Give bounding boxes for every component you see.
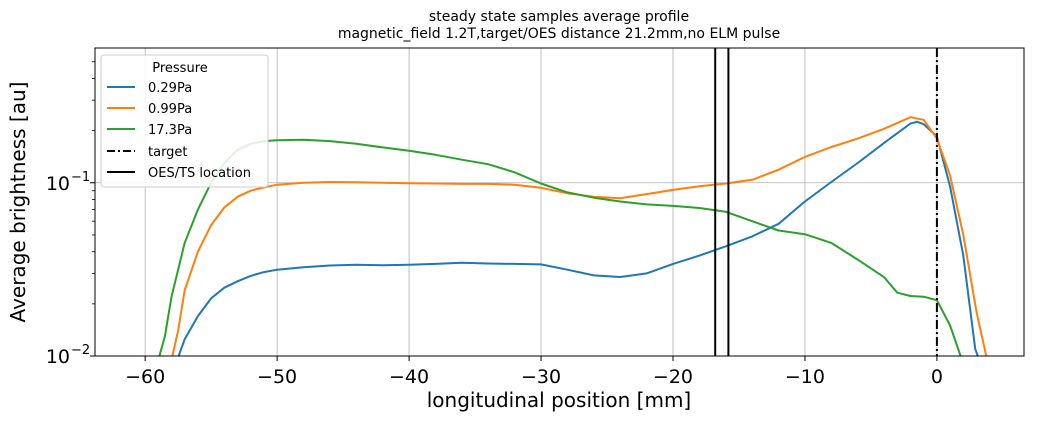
y-axis-label: Average brightness [au] [6, 82, 30, 323]
legend-title: Pressure [152, 61, 208, 76]
x-tick-label: −50 [257, 366, 297, 388]
legend-label-0.99Pa: 0.99Pa [148, 102, 192, 117]
chart-title: steady state samples average profile [429, 9, 689, 25]
plot-area [158, 48, 988, 356]
legend-label-0.29Pa: 0.29Pa [148, 81, 192, 96]
y-tick-label: 10 [46, 346, 70, 368]
legend-label-17.3Pa: 17.3Pa [148, 123, 192, 138]
y-tick-label: 10 [46, 173, 70, 195]
axes-frame [94, 47, 1025, 357]
legend-label-oes-ts: OES/TS location [148, 166, 251, 181]
x-axis-label: longitudinal position [mm] [427, 388, 691, 412]
x-tick-label: −20 [653, 366, 693, 388]
legend-label-target: target [148, 145, 188, 160]
x-tick-label: −60 [125, 366, 165, 388]
axis-ticks: −60 −50 −40 −30 −20 −10 010 −210 −1 [46, 61, 943, 388]
x-tick-label: −30 [521, 366, 561, 388]
y-tick-exponent: −1 [71, 170, 90, 185]
chart-subtitle: magnetic_field 1.2T,target/OES distance … [338, 26, 780, 42]
x-tick-label: −10 [785, 366, 825, 388]
x-tick-label: −40 [389, 366, 429, 388]
series-line-0.29Pa [177, 120, 979, 356]
legend: Pressure 0.29Pa 0.99Pa 17.3Pa target OES… [100, 54, 269, 188]
x-tick-label: 0 [931, 366, 943, 388]
y-tick-exponent: −2 [71, 343, 90, 358]
series-line-0.99Pa [171, 116, 988, 356]
legend-box [100, 54, 269, 188]
